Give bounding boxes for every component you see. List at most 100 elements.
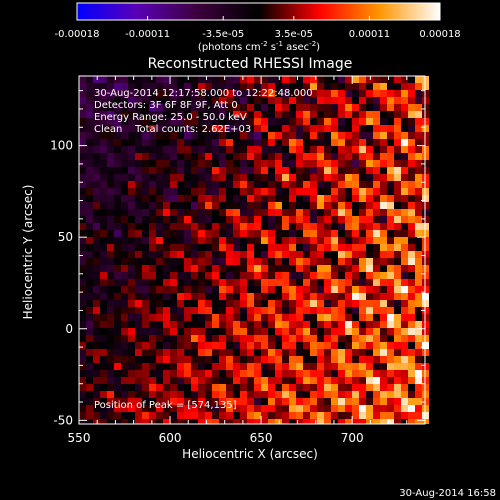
heatmap-cell bbox=[142, 97, 149, 104]
heatmap-cell bbox=[177, 272, 184, 279]
heatmap-cell bbox=[226, 405, 233, 412]
heatmap-cell bbox=[373, 356, 380, 363]
heatmap-cell bbox=[394, 419, 401, 424]
heatmap-cell bbox=[338, 335, 345, 342]
heatmap-cell bbox=[226, 286, 233, 293]
heatmap-cell bbox=[107, 244, 114, 251]
heatmap-cell bbox=[219, 111, 226, 118]
heatmap-cell bbox=[359, 97, 366, 104]
heatmap-cell bbox=[198, 398, 205, 405]
heatmap-cell bbox=[394, 230, 401, 237]
heatmap-cell bbox=[212, 279, 219, 286]
heatmap-cell bbox=[359, 76, 366, 83]
heatmap-cell bbox=[275, 321, 282, 328]
heatmap-cell bbox=[254, 146, 261, 153]
heatmap-cell bbox=[282, 265, 289, 272]
heatmap-cell bbox=[198, 286, 205, 293]
heatmap-cell bbox=[338, 111, 345, 118]
heatmap-cell bbox=[268, 349, 275, 356]
heatmap-cell bbox=[366, 139, 373, 146]
heatmap-cell bbox=[107, 216, 114, 223]
heatmap-cell bbox=[114, 272, 121, 279]
heatmap-cell bbox=[289, 272, 296, 279]
heatmap-cell bbox=[93, 321, 100, 328]
heatmap-cell bbox=[261, 405, 268, 412]
heatmap-cell bbox=[331, 377, 338, 384]
heatmap-cell bbox=[100, 265, 107, 272]
heatmap-cell bbox=[226, 216, 233, 223]
heatmap-cell bbox=[121, 97, 128, 104]
heatmap-cell bbox=[226, 272, 233, 279]
heatmap-cell bbox=[345, 328, 352, 335]
heatmap-cell bbox=[289, 377, 296, 384]
heatmap-cell bbox=[282, 321, 289, 328]
heatmap-cell bbox=[282, 118, 289, 125]
heatmap-cell bbox=[163, 384, 170, 391]
heatmap-cell bbox=[310, 132, 317, 139]
heatmap-cell bbox=[324, 160, 331, 167]
heatmap-cell bbox=[268, 419, 275, 424]
heatmap-cell bbox=[408, 195, 415, 202]
heatmap-cell bbox=[282, 335, 289, 342]
heatmap-cell bbox=[387, 167, 394, 174]
heatmap-cell bbox=[303, 167, 310, 174]
heatmap-cell bbox=[289, 391, 296, 398]
heatmap-cell bbox=[352, 104, 359, 111]
heatmap-cell bbox=[254, 349, 261, 356]
heatmap-cell bbox=[282, 97, 289, 104]
heatmap-cell bbox=[219, 258, 226, 265]
heatmap-cell bbox=[352, 307, 359, 314]
heatmap-cell bbox=[93, 146, 100, 153]
heatmap-cell bbox=[268, 307, 275, 314]
heatmap-cell bbox=[135, 90, 142, 97]
heatmap-cell bbox=[212, 286, 219, 293]
heatmap-cell bbox=[317, 118, 324, 125]
heatmap-cell bbox=[401, 349, 408, 356]
heatmap-cell bbox=[79, 237, 86, 244]
heatmap-cell bbox=[296, 251, 303, 258]
heatmap-cell bbox=[317, 419, 324, 424]
heatmap-cell bbox=[205, 244, 212, 251]
heatmap-cell bbox=[177, 258, 184, 265]
heatmap-cell bbox=[268, 370, 275, 377]
heatmap-cell bbox=[275, 391, 282, 398]
heatmap-cell bbox=[394, 258, 401, 265]
heatmap-cell bbox=[401, 104, 408, 111]
heatmap-cell bbox=[198, 314, 205, 321]
heatmap-cell bbox=[324, 181, 331, 188]
heatmap-cell bbox=[79, 83, 86, 90]
heatmap-cell bbox=[282, 223, 289, 230]
heatmap-cell bbox=[233, 321, 240, 328]
heatmap-cell bbox=[345, 83, 352, 90]
heatmap-cell bbox=[394, 405, 401, 412]
heatmap-cell bbox=[191, 153, 198, 160]
heatmap-cell bbox=[394, 209, 401, 216]
heatmap-cell bbox=[387, 314, 394, 321]
heatmap-cell bbox=[240, 104, 247, 111]
heatmap-cell bbox=[317, 223, 324, 230]
heatmap-cell bbox=[261, 272, 268, 279]
heatmap-cell bbox=[324, 356, 331, 363]
heatmap-cell bbox=[184, 384, 191, 391]
heatmap-cell bbox=[303, 153, 310, 160]
heatmap-cell bbox=[114, 279, 121, 286]
heatmap-cell bbox=[79, 286, 86, 293]
heatmap-cell bbox=[156, 363, 163, 370]
heatmap-cell bbox=[114, 286, 121, 293]
heatmap-cell bbox=[226, 342, 233, 349]
heatmap-cell bbox=[408, 384, 415, 391]
heatmap-cell bbox=[142, 125, 149, 132]
heatmap-cell bbox=[275, 279, 282, 286]
heatmap-cell bbox=[268, 293, 275, 300]
heatmap-cell bbox=[177, 125, 184, 132]
heatmap-cell bbox=[156, 342, 163, 349]
heatmap-cell bbox=[261, 181, 268, 188]
annotation-time-range: 30-Aug-2014 12:17:58.000 to 12:22:48.000 bbox=[94, 88, 313, 99]
heatmap-cell bbox=[240, 300, 247, 307]
heatmap-cell bbox=[408, 244, 415, 251]
heatmap-cell bbox=[394, 174, 401, 181]
heatmap-cell bbox=[366, 363, 373, 370]
heatmap-cell bbox=[289, 244, 296, 251]
heatmap-cell bbox=[184, 153, 191, 160]
heatmap-cell bbox=[401, 132, 408, 139]
